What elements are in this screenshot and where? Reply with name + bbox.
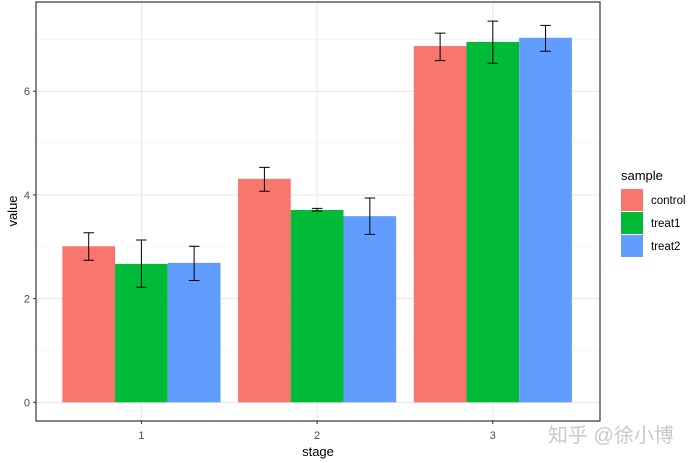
legend-label: treat2 [651, 241, 680, 253]
error-bar-treat2 [188, 245, 200, 281]
bar-treat2 [167, 262, 221, 403]
bars [62, 37, 572, 403]
x-tick-label: 3 [490, 430, 496, 442]
legend-label: control [651, 195, 686, 207]
error-bar-control [83, 232, 94, 261]
bar-control [413, 46, 467, 403]
error-bar-control [434, 32, 446, 62]
error-bar-treat1 [487, 20, 499, 64]
bar-control [238, 178, 291, 403]
error-bar-treat1 [311, 207, 323, 212]
error-bar-treat1 [136, 239, 147, 288]
error-bars [83, 20, 551, 288]
legend-key-treat1 [621, 212, 643, 234]
legend: sample control treat1 treat2 [621, 168, 686, 257]
bar-treat2 [519, 37, 572, 403]
y-tick-label: 0 [24, 397, 30, 409]
bar-treat1 [466, 41, 520, 403]
y-tick-label: 4 [24, 190, 30, 202]
y-tick-label: 2 [24, 294, 30, 306]
error-bar-control [259, 166, 270, 192]
axis-ticks: 0 2 4 6 1 2 3 [24, 86, 496, 442]
legend-key-treat2 [621, 235, 643, 257]
watermark: 知乎 @徐小博 [548, 424, 674, 447]
x-tick-label: 1 [138, 430, 144, 442]
bar-control [62, 246, 116, 403]
bar-treat1 [290, 209, 344, 403]
legend-title: sample [621, 168, 663, 183]
bar-treat2 [343, 216, 397, 403]
panel-border [35, 1, 601, 422]
x-tick-label: 2 [314, 430, 320, 442]
legend-key-control [621, 189, 643, 211]
legend-label: treat1 [651, 218, 680, 230]
error-bar-treat2 [540, 24, 551, 52]
y-axis-label: value [5, 195, 20, 226]
error-bar-treat2 [364, 197, 376, 235]
x-axis-label: stage [302, 444, 334, 459]
y-tick-label: 6 [24, 86, 30, 98]
